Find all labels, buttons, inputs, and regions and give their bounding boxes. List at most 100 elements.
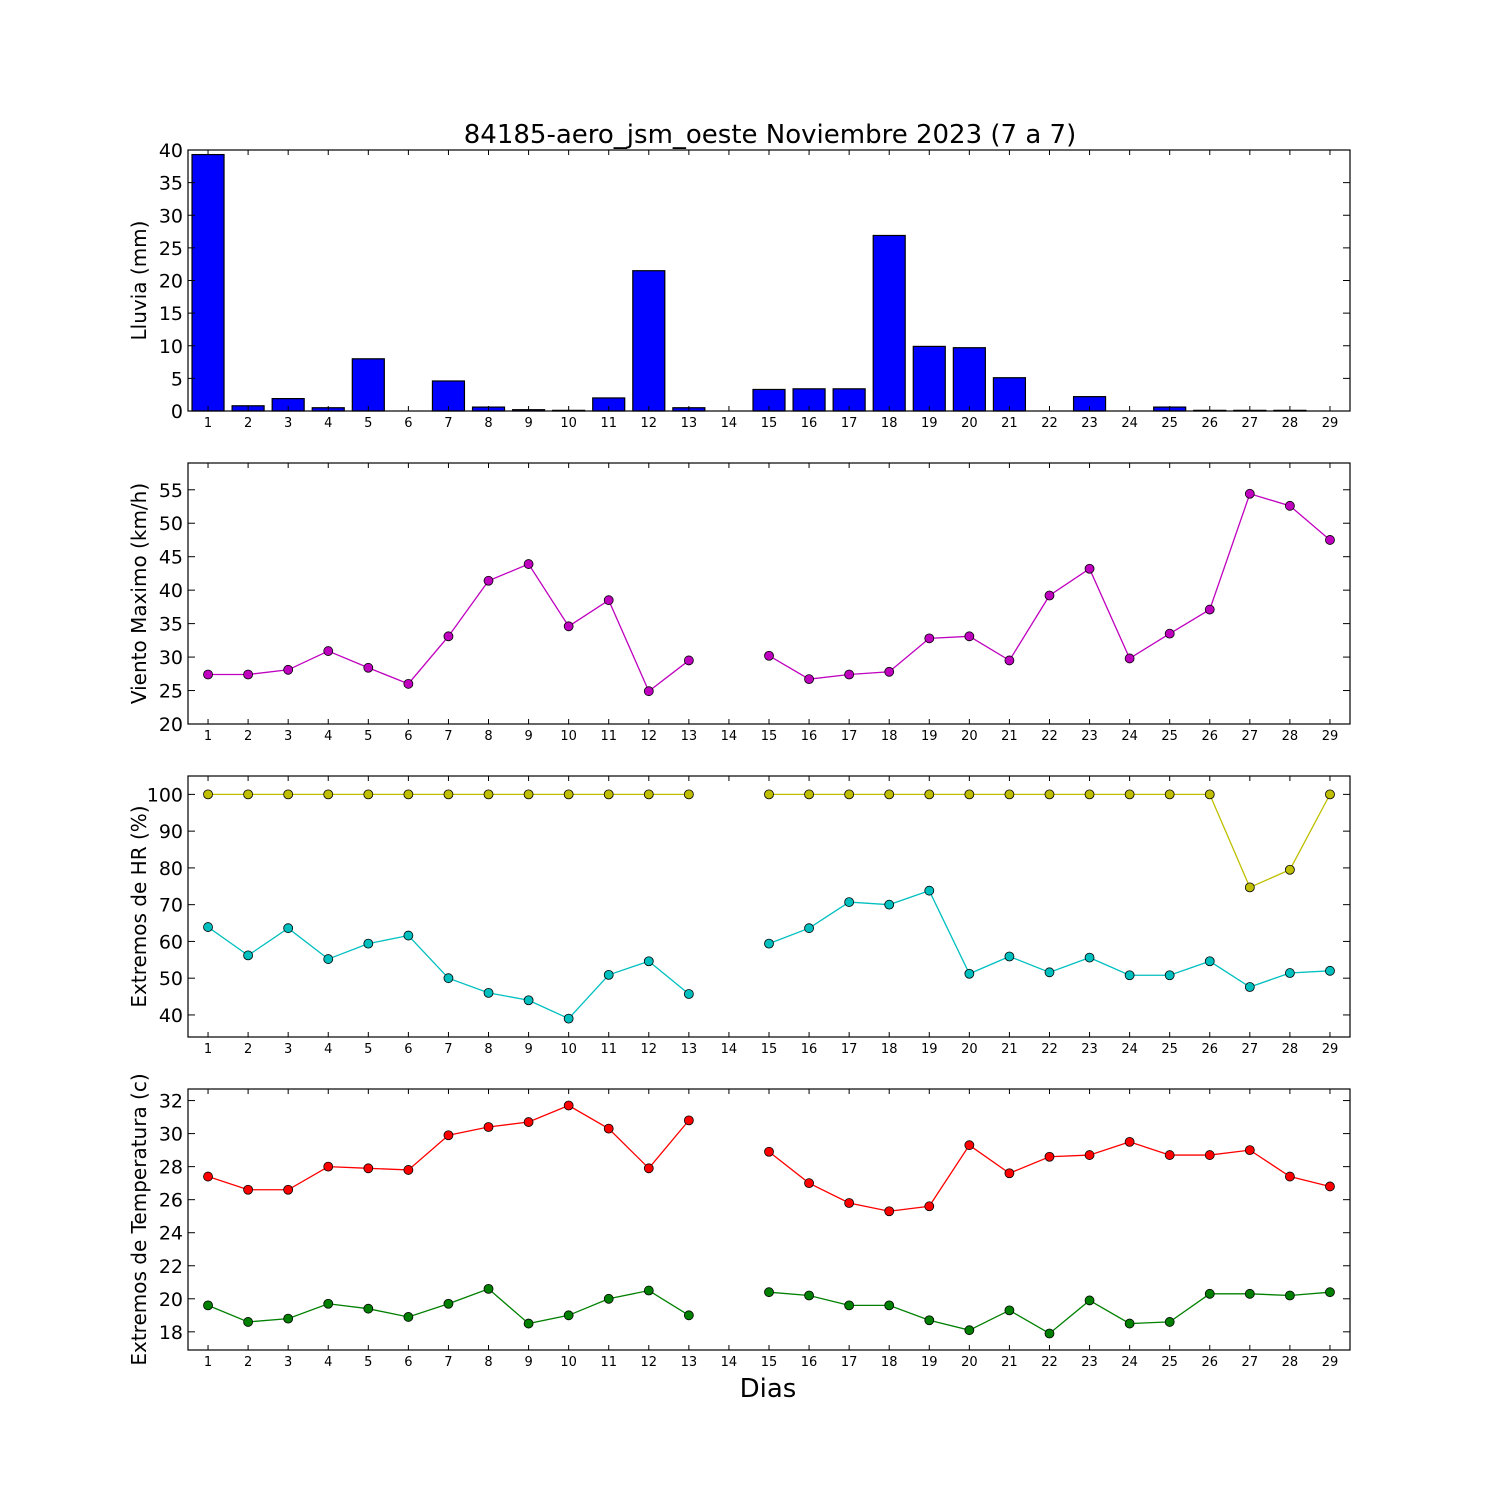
x-tick-label: 11 (600, 729, 617, 744)
x-tick-label: 8 (484, 1355, 492, 1370)
data-point (323, 789, 334, 800)
x-tick-label: 14 (721, 1042, 738, 1057)
x-tick-label: 10 (560, 416, 577, 431)
x-tick-label: 7 (444, 416, 452, 431)
data-point (523, 1318, 534, 1329)
x-tick-label: 21 (1001, 1355, 1018, 1370)
data-point (804, 789, 814, 800)
y-tick-label: 20 (159, 1289, 183, 1311)
y-tick-label: 22 (159, 1256, 183, 1278)
y-axis-label: Lluvia (mm) (127, 221, 151, 341)
y-tick-label: 25 (159, 681, 183, 703)
data-point (924, 1201, 935, 1212)
data-point (1244, 488, 1255, 499)
data-point (884, 1206, 895, 1217)
data-point (764, 1287, 774, 1298)
data-point (643, 1163, 654, 1174)
data-point (764, 938, 774, 949)
data-point (964, 1325, 975, 1336)
data-point (1004, 951, 1015, 962)
series-line-1 (768, 492, 1331, 680)
x-tick-label: 29 (1322, 1042, 1339, 1057)
data-point (443, 631, 454, 642)
x-tick-label: 22 (1041, 1355, 1058, 1370)
data-point (403, 678, 414, 689)
x-tick-label: 12 (641, 1355, 658, 1370)
data-point (1084, 1150, 1095, 1160)
data-point (844, 897, 855, 907)
x-tick-label: 25 (1161, 416, 1178, 431)
x-tick-label: 13 (681, 1355, 698, 1370)
data-point (283, 664, 294, 675)
data-point (1284, 864, 1295, 875)
x-tick-label: 18 (881, 729, 898, 744)
x-tick-label: 24 (1121, 729, 1138, 744)
x-tick-label: 7 (444, 1042, 452, 1057)
data-point (1164, 1317, 1175, 1327)
x-tick-label: 7 (444, 1355, 452, 1370)
data-point (563, 1100, 574, 1111)
data-point (844, 1300, 855, 1311)
bar (431, 380, 466, 412)
y-tick-label: 5 (171, 368, 183, 390)
data-point (1084, 1295, 1095, 1306)
x-tick-label: 20 (961, 1042, 978, 1057)
x-tick-label: 12 (641, 416, 658, 431)
y-tick-label: 30 (159, 205, 183, 227)
data-point (844, 789, 855, 800)
y-tick-label: 32 (159, 1091, 183, 1113)
x-tick-label: 16 (801, 1355, 818, 1370)
x-tick-label: 1 (204, 1355, 212, 1370)
x-tick-label: 28 (1282, 1042, 1299, 1057)
x-tick-label: 21 (1001, 1042, 1018, 1057)
x-tick-label: 18 (881, 416, 898, 431)
data-point (443, 973, 454, 984)
x-tick-label: 29 (1322, 729, 1339, 744)
data-point (563, 1310, 574, 1321)
x-tick-label: 2 (244, 1042, 252, 1057)
data-point (964, 789, 975, 800)
data-point (1124, 653, 1135, 664)
x-tick-label: 17 (841, 1042, 858, 1057)
x-tick-label: 6 (404, 416, 412, 431)
x-tick-label: 5 (364, 1355, 372, 1370)
data-point (1244, 882, 1255, 893)
x-tick-label: 8 (484, 1042, 492, 1057)
x-tick-label: 2 (244, 729, 252, 744)
data-point (203, 1171, 213, 1182)
data-point (1164, 1150, 1175, 1160)
x-tick-label: 13 (681, 1042, 698, 1057)
data-point (443, 1298, 454, 1309)
data-point (1004, 1305, 1015, 1316)
data-point (1124, 1318, 1135, 1329)
x-tick-label: 25 (1161, 1355, 1178, 1370)
x-tick-label: 18 (881, 1042, 898, 1057)
data-point (323, 646, 334, 656)
x-tick-label: 3 (284, 729, 292, 744)
bar (952, 347, 986, 412)
data-point (1044, 789, 1055, 800)
x-tick-label: 1 (204, 1042, 212, 1057)
bar (632, 270, 666, 412)
x-tick-label: 12 (641, 1042, 658, 1057)
y-tick-label: 0 (171, 401, 183, 423)
bar (191, 153, 225, 412)
x-tick-label: 10 (560, 729, 577, 744)
x-tick-label: 6 (404, 729, 412, 744)
data-point (243, 669, 254, 680)
data-point (1044, 967, 1055, 978)
x-tick-label: 19 (921, 416, 938, 431)
data-point (1284, 1171, 1295, 1182)
data-point (1325, 965, 1335, 976)
data-point (683, 989, 694, 999)
data-point (1004, 655, 1015, 666)
x-tick-label: 14 (721, 1355, 738, 1370)
data-point (563, 621, 574, 632)
data-point (683, 1310, 694, 1321)
x-tick-label: 4 (324, 729, 332, 744)
x-tick-label: 10 (560, 1355, 577, 1370)
x-tick-label: 15 (761, 1355, 778, 1370)
x-tick-label: 9 (524, 729, 532, 744)
y-tick-label: 40 (159, 140, 183, 162)
x-tick-label: 16 (801, 729, 818, 744)
